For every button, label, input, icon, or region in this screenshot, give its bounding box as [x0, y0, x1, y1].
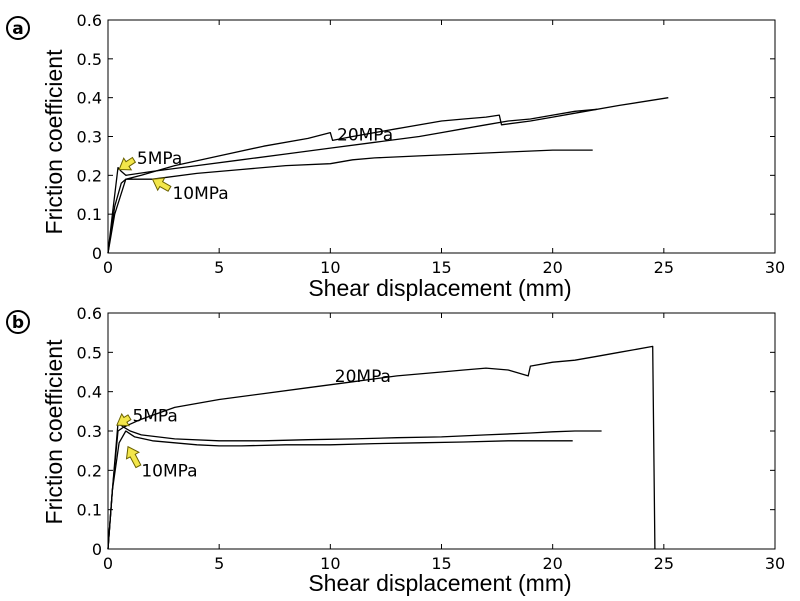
- panel-b-arrow-10mpa: [125, 445, 142, 469]
- panel-b-label-20mpa: 20MPa: [335, 367, 391, 387]
- panel-b-letter-badge: b: [6, 310, 30, 334]
- panel-b-letter-circle: [6, 310, 30, 334]
- panel-b-xtick-label-0: 0: [103, 554, 113, 573]
- panel-b-annotations: 20MPa 5MPa 10MPa: [116, 367, 391, 481]
- panel-a-annotations: 20MPa 5MPa 10MPa: [118, 126, 393, 204]
- panel-a-label-5mpa: 5MPa: [137, 149, 182, 169]
- panel-b-xticks: 0 5 10 15 20 25 30: [103, 313, 785, 573]
- panel-b-yticks: 0 0.1 0.2 0.3 0.4 0.5 0.6: [77, 304, 775, 559]
- panel-a-series-5mpa-line: [107, 108, 598, 254]
- panel-a-ytick-label-1: 0.1: [77, 205, 102, 224]
- panel-b-series-20mpa-line: [107, 345, 656, 550]
- panel-a-xtick-label-6: 30: [765, 258, 785, 277]
- panel-b-label-5mpa: 5MPa: [132, 406, 177, 426]
- panel-b-label-10mpa: 10MPa: [141, 461, 197, 481]
- panel-a-arrow-5mpa: [118, 156, 137, 171]
- panel-a-xtick-label-0: 0: [103, 258, 113, 277]
- panel-b-series-10mpa-line: [107, 430, 573, 550]
- panel-b-ytick-label-3: 0.3: [77, 422, 102, 441]
- panel-b-xtick-label-3: 15: [431, 554, 451, 573]
- panel-a-ytick-label-4: 0.4: [77, 89, 102, 108]
- panel-b-ytick-label-0: 0: [92, 540, 102, 559]
- panel-b-ylabel: Friction coefficient: [41, 339, 67, 525]
- panel-a-xtick-label-5: 25: [654, 258, 674, 277]
- panel-a-xlabel: Shear displacement (mm): [308, 275, 571, 301]
- panel-b-series: [107, 345, 656, 550]
- panel-a-letter-badge: a: [6, 16, 30, 40]
- panel-a-axes-frame: [107, 19, 776, 254]
- panel-a-label-20mpa: 20MPa: [337, 126, 393, 146]
- panel-a-series: [107, 97, 669, 254]
- panel-a-letter-circle: [6, 16, 30, 40]
- panel-a-label-10mpa: 10MPa: [172, 184, 228, 204]
- panel-b-ytick-label-1: 0.1: [77, 501, 102, 520]
- panel-a-xtick-label-1: 5: [214, 258, 224, 277]
- panel-a-xtick-label-4: 20: [542, 258, 562, 277]
- panel-a-series-10mpa-line: [107, 149, 593, 254]
- panel-a-ytick-label-0: 0: [92, 244, 102, 263]
- panel-a-chart: a Friction coefficient Shear displacemen…: [6, 11, 785, 301]
- panel-a-xtick-label-3: 15: [431, 258, 451, 277]
- panel-b-ytick-label-2: 0.2: [77, 461, 102, 480]
- panel-b-axes-frame: [107, 312, 776, 550]
- panel-a-ytick-label-2: 0.2: [77, 166, 102, 185]
- panel-b-chart: b Friction coefficient Shear displacemen…: [6, 304, 785, 596]
- panel-b-xtick-label-2: 10: [320, 554, 340, 573]
- panel-a-ytick-label-3: 0.3: [77, 128, 102, 147]
- panel-a-ytick-label-5: 0.5: [77, 50, 102, 69]
- panel-b-ytick-label-4: 0.4: [77, 383, 102, 402]
- panel-a-series-20mpa-line: [107, 97, 669, 254]
- panel-b-series-5mpa-line: [107, 422, 602, 550]
- panel-b-xtick-label-6: 30: [765, 554, 785, 573]
- panel-a-letter: a: [12, 19, 23, 39]
- panel-a-arrow-10mpa: [151, 177, 172, 192]
- panel-b-ytick-label-5: 0.5: [77, 343, 102, 362]
- panel-a-xtick-label-2: 10: [320, 258, 340, 277]
- panel-b-letter: b: [12, 313, 24, 333]
- panel-a-xticks: 0 5 10 15 20 25 30: [103, 20, 785, 277]
- panel-b-xtick-label-5: 25: [654, 554, 674, 573]
- panel-a-ylabel: Friction coefficient: [41, 49, 67, 235]
- panel-b-xtick-label-4: 20: [542, 554, 562, 573]
- panel-b-xtick-label-1: 5: [214, 554, 224, 573]
- panel-b-xlabel: Shear displacement (mm): [308, 570, 571, 596]
- panel-a-ytick-label-6: 0.6: [77, 11, 102, 30]
- panel-b-arrow-5mpa: [116, 412, 132, 427]
- panel-a-yticks: 0 0.1 0.2 0.3 0.4 0.5 0.6: [77, 11, 775, 263]
- panel-b-ytick-label-6: 0.6: [77, 304, 102, 323]
